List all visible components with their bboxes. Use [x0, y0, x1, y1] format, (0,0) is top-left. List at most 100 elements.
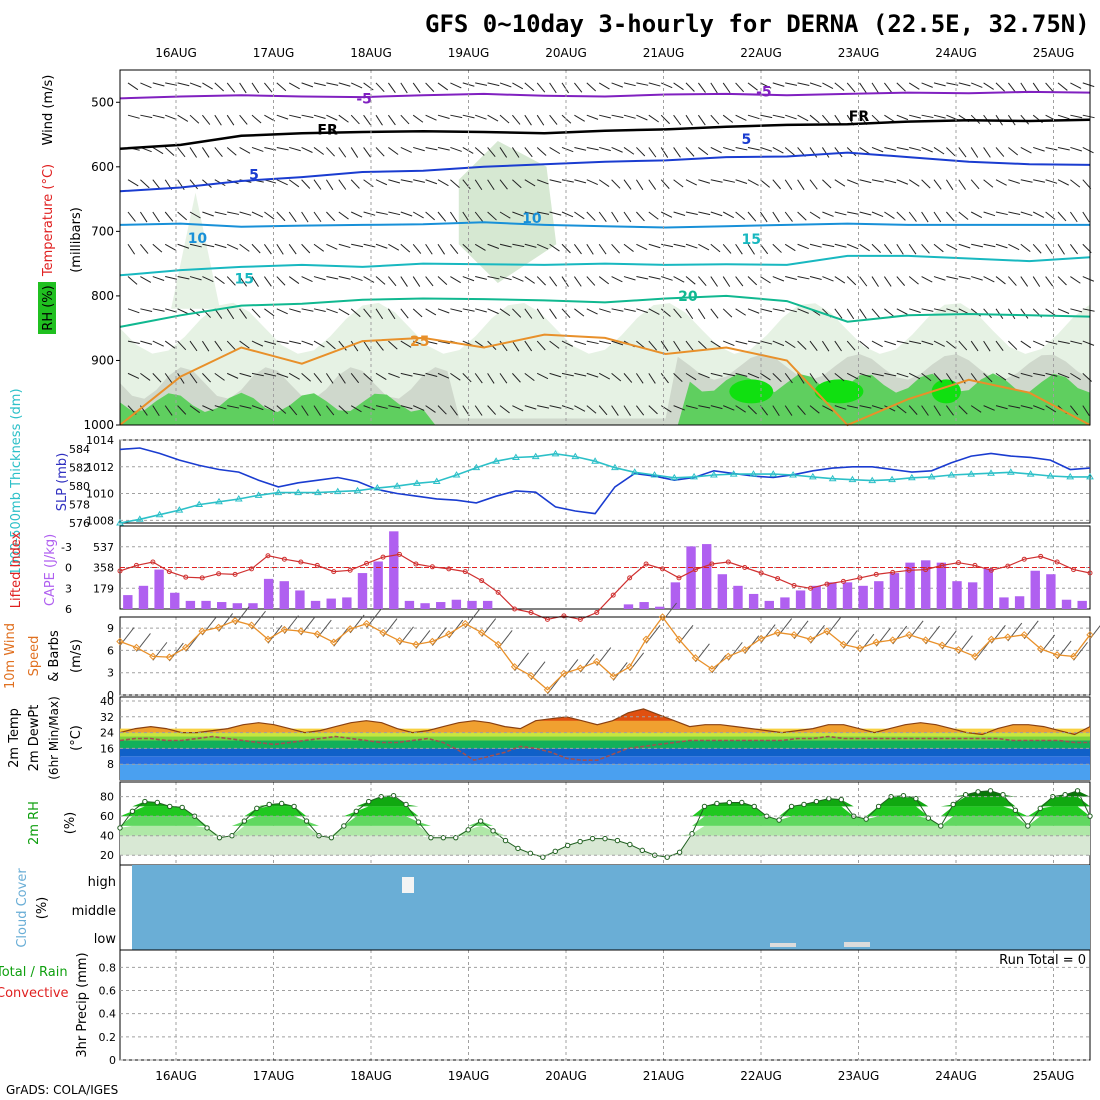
wind-barb — [189, 211, 201, 219]
wind-barb — [611, 146, 623, 153]
wind-barb — [995, 147, 1005, 157]
wind-barb — [822, 211, 834, 217]
y-tick-label: 537 — [93, 541, 114, 554]
wind-barb — [1008, 179, 1020, 184]
wind-speed-point — [1020, 631, 1028, 639]
wind-barb — [338, 147, 347, 158]
lifted-index-point — [725, 559, 731, 565]
wind-speed-point — [231, 617, 239, 625]
wind-barb — [660, 179, 670, 189]
wind-barb — [722, 211, 735, 219]
thickness-point — [987, 469, 995, 476]
wind-barb — [1069, 211, 1078, 223]
contour-label: FR — [849, 109, 870, 125]
wind-barb — [549, 147, 561, 155]
wind-barb — [946, 243, 958, 251]
wind-barb — [1008, 372, 1020, 379]
wind-barb — [921, 179, 931, 189]
wind-barb — [747, 114, 760, 120]
wind-barb — [350, 114, 360, 125]
wind-speed-point — [872, 638, 880, 646]
cape-bar — [482, 600, 493, 609]
rh-band — [120, 806, 1090, 817]
wind-barb — [276, 276, 286, 286]
wind-barb — [288, 82, 300, 90]
rh-band — [120, 796, 1090, 807]
wind-barb — [896, 146, 909, 151]
wind-barb — [524, 147, 533, 158]
wind-barb — [1008, 340, 1018, 350]
wind-barb — [710, 147, 722, 154]
wind-speed-point — [214, 623, 223, 632]
wind-barb — [189, 373, 198, 384]
temp-contour-5 — [119, 151, 1091, 193]
cape-bar — [842, 582, 853, 609]
wind-barb — [363, 243, 376, 248]
wind-barb — [574, 405, 586, 412]
wind-barb — [760, 146, 772, 152]
thickness-point — [591, 457, 599, 464]
wind-barb — [226, 82, 236, 93]
wind-barb — [586, 179, 598, 185]
thickness-point — [413, 479, 421, 486]
wind-barb — [958, 211, 969, 220]
rh-point — [701, 803, 708, 810]
thickness-point — [274, 488, 283, 496]
wind-barb — [871, 179, 884, 183]
rh-point — [204, 825, 210, 831]
wind-barb — [1008, 405, 1021, 409]
cape-bar — [451, 599, 462, 609]
lifted-index-point — [166, 569, 172, 575]
date-label-top: 25AUG — [1033, 46, 1075, 60]
wind-barb — [983, 211, 996, 217]
wind-speed-point — [149, 652, 157, 661]
wind-barb — [202, 373, 211, 383]
thickness-point — [690, 472, 698, 480]
y-tick-label: 1000 — [83, 418, 114, 432]
cape-bar — [123, 595, 133, 609]
wind-barb — [747, 372, 760, 379]
wind-barb — [474, 179, 483, 191]
cape-bar — [983, 568, 993, 609]
wind-barb — [611, 82, 624, 88]
lifted-index-point — [364, 560, 370, 566]
rh-band — [120, 816, 1090, 826]
wind-barb — [586, 308, 598, 315]
wind-barb — [958, 276, 971, 280]
wind-barb — [909, 146, 921, 151]
wind-barb — [896, 114, 909, 121]
wind-speed-point — [477, 628, 486, 637]
precip-legend-convective: Convective — [0, 986, 69, 1001]
wind-barb — [735, 146, 748, 151]
contour-label: 25 — [410, 334, 429, 350]
wind-barb — [288, 372, 300, 380]
cape-bar — [263, 578, 274, 609]
cape-bar — [185, 600, 196, 609]
rh-point — [1025, 823, 1031, 829]
wind-barb — [1020, 308, 1029, 319]
wind-barb — [375, 405, 388, 409]
rh-point — [975, 789, 981, 795]
wind-barb — [313, 211, 322, 223]
series-thickness — [119, 452, 1090, 524]
wind-barb — [884, 146, 897, 151]
cape-bar — [874, 581, 884, 609]
wind-barb — [636, 405, 645, 416]
wind-barb — [933, 82, 946, 87]
wind-speed-point — [264, 635, 272, 643]
cape-bar — [248, 603, 258, 609]
cape-bar — [404, 600, 415, 609]
wind-barb — [549, 243, 560, 252]
temp-contour-25 — [119, 333, 1091, 427]
wind-barb — [326, 308, 338, 314]
wind-barb — [648, 373, 656, 384]
wind-barb — [859, 147, 870, 155]
wind-barb — [623, 308, 636, 312]
wind-barb — [983, 405, 995, 411]
rh-point — [129, 808, 136, 814]
wind-barb — [958, 82, 971, 87]
wind-barb — [549, 114, 558, 125]
wind-barb — [487, 276, 500, 280]
wind-barb — [189, 114, 200, 124]
wind-barb — [227, 405, 240, 409]
